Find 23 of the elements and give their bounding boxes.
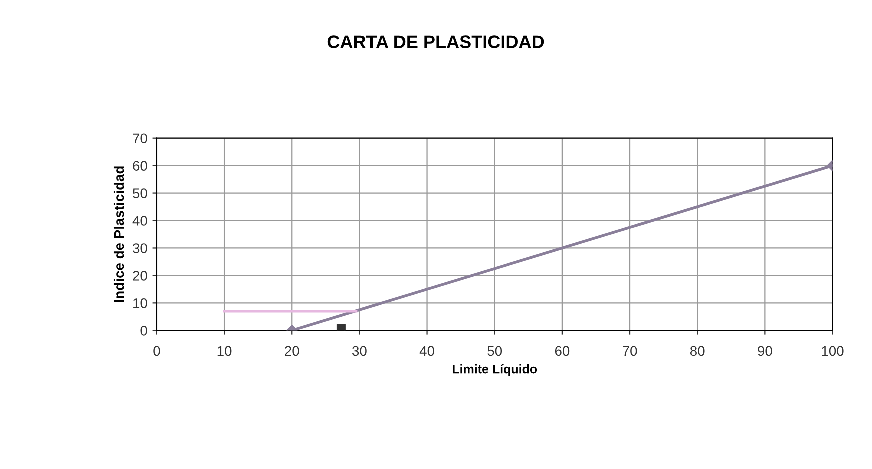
x-tick-label: 100 <box>822 346 844 356</box>
x-tick-label: 40 <box>420 346 434 356</box>
point <box>336 324 346 331</box>
x-tick-label: 50 <box>488 346 502 356</box>
y-tick-label: 40 <box>132 216 148 226</box>
x-tick-label: 70 <box>623 346 638 356</box>
chart-title: CARTA DE PLASTICIDAD <box>328 36 544 48</box>
x-tick-label: 30 <box>352 346 367 356</box>
y-tick-label: 20 <box>133 271 148 281</box>
x-tick-label: 80 <box>690 346 705 356</box>
y-tick-label: 10 <box>134 298 148 308</box>
y-axis-title: Indice de Plasticidad <box>114 166 124 302</box>
x-tick-label: 20 <box>285 346 300 356</box>
x-tick-label: 0 <box>154 346 160 356</box>
y-tick-label: 50 <box>133 188 148 198</box>
x-tick-label: 90 <box>758 346 772 356</box>
x-tick-label: 10 <box>218 346 232 356</box>
y-tick-label: 70 <box>133 134 148 144</box>
x-tick-label: 60 <box>555 346 570 356</box>
y-tick-label: 60 <box>133 161 148 171</box>
y-tick-label: 30 <box>133 244 148 254</box>
y-tick-label: 0 <box>140 326 148 336</box>
x-axis-title: Limite Líquido <box>452 364 538 376</box>
